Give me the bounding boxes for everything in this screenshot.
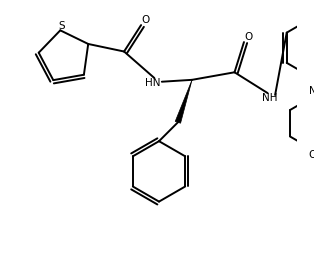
Text: S: S xyxy=(58,21,65,31)
Text: N: N xyxy=(309,86,314,96)
Text: O: O xyxy=(309,150,314,160)
Text: HN: HN xyxy=(145,78,160,88)
Text: NH: NH xyxy=(262,93,277,103)
Text: O: O xyxy=(245,32,253,42)
Text: O: O xyxy=(142,15,150,25)
Polygon shape xyxy=(175,80,192,123)
